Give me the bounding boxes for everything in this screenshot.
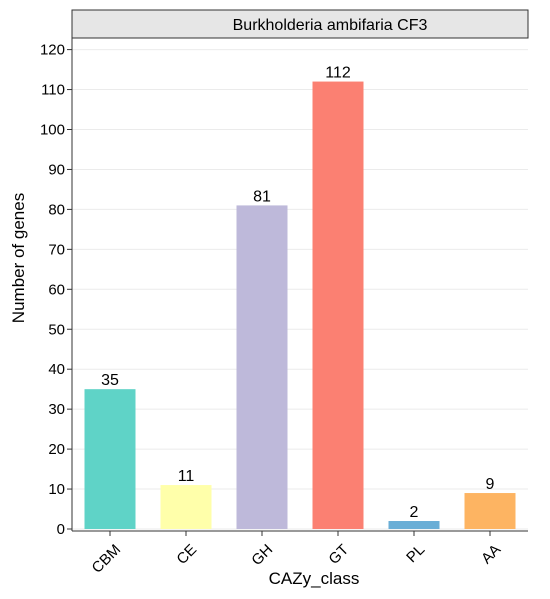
bar-gh: [236, 205, 288, 529]
data-label-gt: 112: [325, 65, 351, 82]
bar-gt: [312, 81, 364, 529]
y-tick-label-80: 80: [48, 201, 65, 218]
y-tick-label-70: 70: [48, 241, 65, 258]
y-tick-label-0: 0: [57, 521, 65, 538]
y-tick-label-110: 110: [41, 82, 65, 99]
x-tick-label-gt: GT: [325, 541, 352, 568]
y-tick-label-50: 50: [48, 321, 65, 338]
y-tick-label-90: 90: [48, 161, 65, 178]
y-axis-title: Number of genes: [9, 193, 28, 323]
y-axis-ticks: 0 10 20 30 40 50 60 70 80 90 100 110 120: [40, 42, 72, 538]
facet-strip: [71, 9, 529, 39]
chart-title: Burkholderia ambifaria CF3: [233, 17, 428, 34]
data-label-cbm: 35: [101, 372, 119, 389]
y-tick-label-10: 10: [48, 481, 65, 498]
bar-ce: [160, 485, 212, 529]
x-tick-label-pl: PL: [403, 541, 428, 566]
x-tick-label-aa: AA: [478, 541, 504, 567]
y-tick-label-100: 100: [40, 122, 65, 139]
bar-aa: [464, 493, 516, 529]
y-tick-label-20: 20: [48, 441, 65, 458]
x-tick-label-ce: CE: [173, 541, 200, 568]
bar-cbm: [84, 389, 136, 529]
x-tick-label-cbm: CBM: [89, 541, 125, 577]
data-label-ce: 11: [178, 468, 195, 485]
y-tick-label-40: 40: [48, 361, 65, 378]
y-tick-label-60: 60: [48, 281, 65, 298]
data-labels: 35 11 81 112 2 9: [101, 65, 494, 521]
x-tick-label-gh: GH: [248, 541, 276, 569]
data-label-gh: 81: [253, 188, 271, 205]
data-label-aa: 9: [486, 476, 495, 493]
y-tick-label-30: 30: [48, 401, 65, 418]
data-label-pl: 2: [410, 504, 419, 521]
bars: [84, 81, 516, 529]
bar-pl: [388, 521, 440, 529]
grid-lines: [72, 49, 528, 530]
y-tick-label-120: 120: [40, 42, 65, 59]
x-axis-title: CAZy_class: [269, 569, 360, 588]
